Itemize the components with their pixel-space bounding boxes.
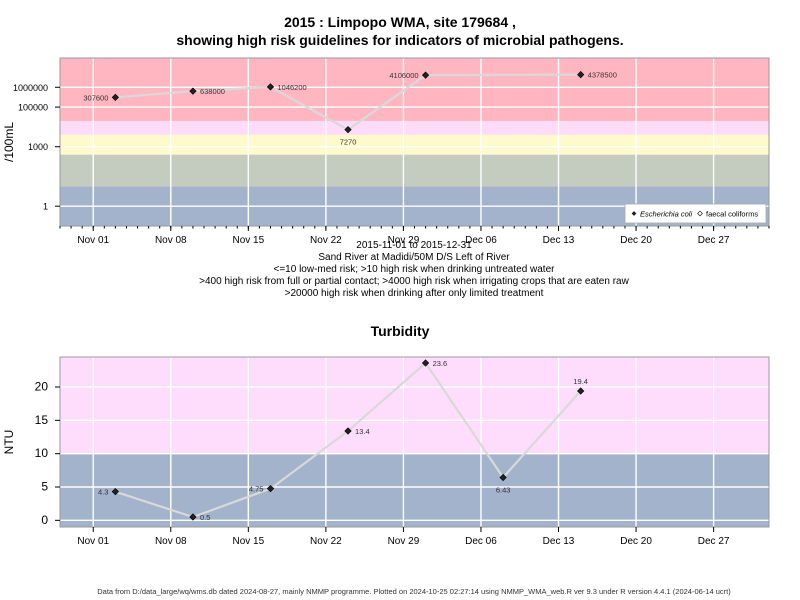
chart2-y-tick-label-1: 0 <box>41 513 48 527</box>
chart2-y-tick-label-4: 15 <box>35 413 49 427</box>
chart1-x-tick-label-1: Nov 01 <box>77 235 109 246</box>
chart1-x-tick-label-9: Dec 27 <box>698 235 730 246</box>
chart2-y-tick-label-2: 5 <box>41 480 48 494</box>
chart1-data-point-5 <box>421 71 430 79</box>
footer-note: Data from D:/data_large/wq/wms.db dated … <box>97 587 731 596</box>
chart1-y-axis-title: /100mL <box>2 122 16 162</box>
chart1-x-tick-label-2: Nov 08 <box>155 235 187 246</box>
chart1-y-tick-label-3: 100000 <box>18 103 48 113</box>
chart1-y-tick-label-1: 1 <box>43 202 48 212</box>
chart2-data-point-6 <box>499 473 507 482</box>
chart1-legend-marker-2 <box>697 210 703 217</box>
chart1-x-tick-label-5: Nov 29 <box>388 235 420 246</box>
chart2-data-point-4 <box>344 427 352 435</box>
chart1-data-label-1: 307600 <box>83 93 108 102</box>
chart1-legend-entry-2: faecal coliforms <box>706 210 758 219</box>
chart-title-line-1: 2015 : Limpopo WMA, site 179684 , <box>284 14 516 30</box>
caption-note-3: >20000 high risk when drinking after onl… <box>284 288 544 299</box>
chart2-data-label-6: 6.43 <box>496 485 511 494</box>
chart1-risk-band-5 <box>60 58 769 121</box>
chart2-x-tick-label-9: Dec 27 <box>698 536 730 547</box>
chart1-x-tick-label-3: Nov 15 <box>232 235 264 246</box>
chart1-data-label-5: 4106000 <box>389 71 418 80</box>
chart1-data-point-1 <box>111 93 120 102</box>
chart1-legend-box <box>624 203 767 224</box>
chart2-data-label-3: 4.75 <box>249 485 264 494</box>
chart2-risk-band-1 <box>60 453 769 527</box>
chart2-data-label-4: 13.4 <box>355 427 370 436</box>
chart2-data-label-1: 4.3 <box>98 488 108 497</box>
chart2-x-tick-label-6: Dec 06 <box>465 536 497 547</box>
turbidity-title: Turbidity <box>370 323 430 339</box>
chart2-plot-frame <box>59 356 770 528</box>
caption-note-2: >400 high risk from full or partial cont… <box>199 276 629 287</box>
chart1-x-tick-label-6: Dec 06 <box>465 235 497 246</box>
chart1-risk-band-3 <box>60 134 769 155</box>
chart1-risk-band-2 <box>60 154 769 187</box>
chart1-data-label-3: 1046200 <box>277 83 306 92</box>
chart2-y-tick-label-3: 10 <box>35 446 49 460</box>
chart2-x-tick-label-5: Nov 29 <box>388 536 420 547</box>
chart1-data-point-6 <box>577 70 585 79</box>
chart2-y-axis-title: NTU <box>2 430 16 455</box>
chart2-data-point-1 <box>111 488 120 496</box>
chart2-x-tick-label-7: Dec 13 <box>543 536 575 547</box>
chart2-x-tick-label-2: Nov 08 <box>155 536 187 547</box>
chart1-data-point-4 <box>344 126 352 134</box>
chart1-x-tick-label-7: Dec 13 <box>543 235 575 246</box>
chart2-x-tick-label-8: Dec 20 <box>620 536 652 547</box>
caption-date-range: 2015-11-01 to 2015-12-31 <box>356 240 472 251</box>
chart2-data-point-5 <box>421 359 430 367</box>
chart1-y-tick-label-4: 1000000 <box>13 83 48 93</box>
chart1-x-tick-label-4: Nov 22 <box>310 235 342 246</box>
chart2-x-tick-label-1: Nov 01 <box>77 536 109 547</box>
chart2-data-point-3 <box>266 485 275 493</box>
chart2-data-label-5: 23.6 <box>433 359 448 368</box>
chart1-data-point-2 <box>189 87 197 95</box>
chart1-data-label-2: 638000 <box>200 87 225 96</box>
chart2-x-tick-label-4: Nov 22 <box>310 536 342 547</box>
chart1-legend-entry-1: Escherichia coli <box>640 210 692 219</box>
chart1-data-label-4: 7270 <box>340 138 357 147</box>
chart1-data-point-3 <box>266 83 275 91</box>
chart1-data-label-6: 4378500 <box>588 71 617 80</box>
chart2-y-tick-label-5: 20 <box>35 380 49 394</box>
chart2-data-label-7: 19.4 <box>573 377 588 386</box>
caption-site: Sand River at Madidi/50M D/S Left of Riv… <box>318 252 510 263</box>
chart2-data-label-2: 0.5 <box>200 513 210 522</box>
chart1-series-line-1 <box>115 73 581 131</box>
chart1-x-tick-label-8: Dec 20 <box>620 235 652 246</box>
chart-title-line-2: showing high risk guidelines for indicat… <box>176 32 624 48</box>
chart1-risk-band-4 <box>60 120 769 135</box>
chart1-y-tick-label-2: 1000 <box>28 142 48 152</box>
chart2-data-point-7 <box>577 387 585 395</box>
chart1-legend-marker-1 <box>631 211 637 216</box>
chart2-data-point-2 <box>189 513 197 521</box>
chart2-x-tick-label-3: Nov 15 <box>232 536 264 547</box>
caption-note-1: <=10 low-med risk; >10 high risk when dr… <box>273 264 555 275</box>
